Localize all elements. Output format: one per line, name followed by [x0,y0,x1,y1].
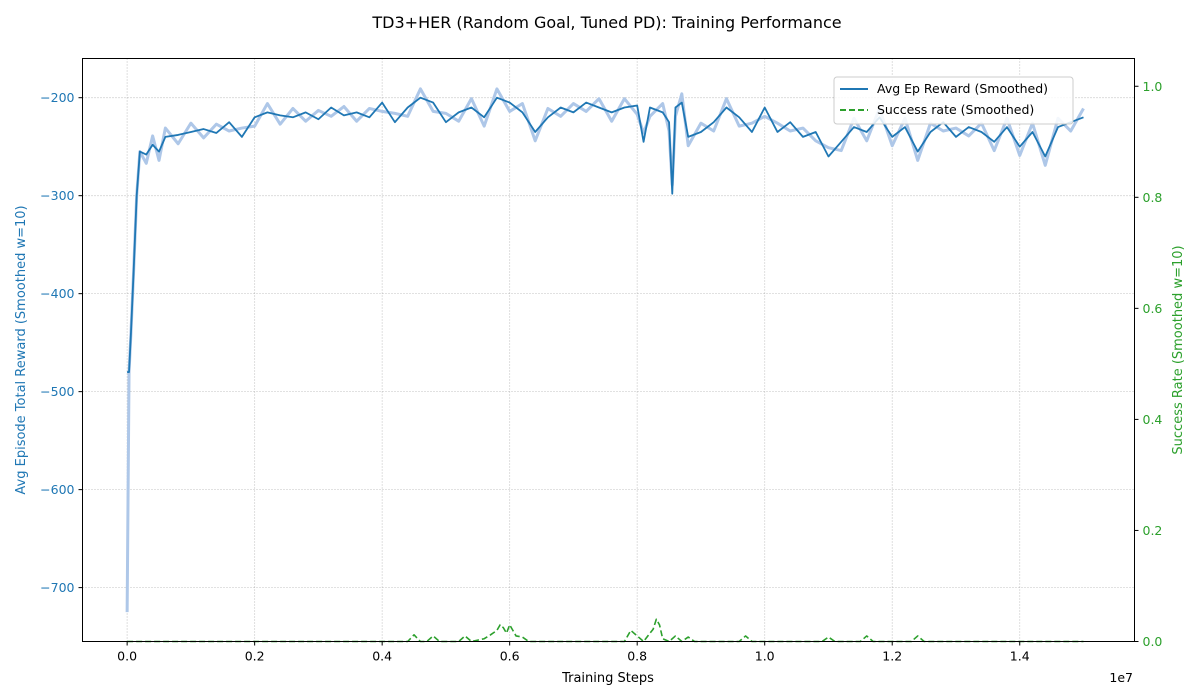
y-right-tick-label: 0.8 [1143,190,1163,205]
x-tick-label: 0.2 [245,649,265,664]
y-left-tick-label: −600 [40,482,74,497]
x-tick-label: 1.0 [755,649,775,664]
y-right-tick-label: 0.2 [1143,523,1163,538]
y-left-tick-label: −400 [40,286,74,301]
y-right-tick-label: 0.4 [1143,412,1163,427]
y-right-tick-label: 0.0 [1143,634,1163,649]
y-right-axis-ticks: 0.0 0.2 0.4 0.6 0.8 1.0 [1134,79,1163,649]
series-layer [127,96,1084,643]
y-left-axis-ticks: −700 −600 −500 −400 −300 −200 [40,90,83,595]
x-axis-offset-label: 1e7 [1109,670,1133,685]
legend: Avg Ep Reward (Smoothed) Success rate (S… [833,76,1074,125]
chart-title: TD3+HER (Random Goal, Tuned PD): Trainin… [371,13,841,32]
y-right-axis-label: Success Rate (Smoothed w=10) [1171,245,1186,454]
plot-frame [82,58,1135,642]
reward-raw-line [125,87,1085,613]
legend-reward-label: Avg Ep Reward (Smoothed) [877,81,1048,96]
reward-raw-band [125,87,1085,613]
x-tick-label: 0.4 [372,649,392,664]
reward-series-line [127,96,1084,373]
y-left-tick-label: −700 [40,580,74,595]
y-left-tick-label: −300 [40,188,74,203]
x-axis-label: Training Steps [561,671,654,686]
y-right-tick-label: 0.6 [1143,301,1163,316]
x-tick-label: 0.6 [500,649,520,664]
x-tick-label: 1.4 [1010,649,1030,664]
y-right-tick-label: 1.0 [1143,79,1163,94]
y-left-tick-label: −200 [40,90,74,105]
legend-success-label: Success rate (Smoothed) [877,102,1034,117]
y-left-tick-label: −500 [40,384,74,399]
x-axis-ticks: 0.0 0.2 0.4 0.6 0.8 1.0 1.2 1.4 [117,641,1030,664]
x-tick-label: 0.8 [627,649,647,664]
x-tick-label: 1.2 [882,649,902,664]
legend-box [833,76,1074,125]
success-series-line [127,618,1084,643]
y-left-axis-label: Avg Episode Total Reward (Smoothed w=10) [14,205,29,494]
x-tick-label: 0.0 [117,649,137,664]
grid [82,58,1135,642]
